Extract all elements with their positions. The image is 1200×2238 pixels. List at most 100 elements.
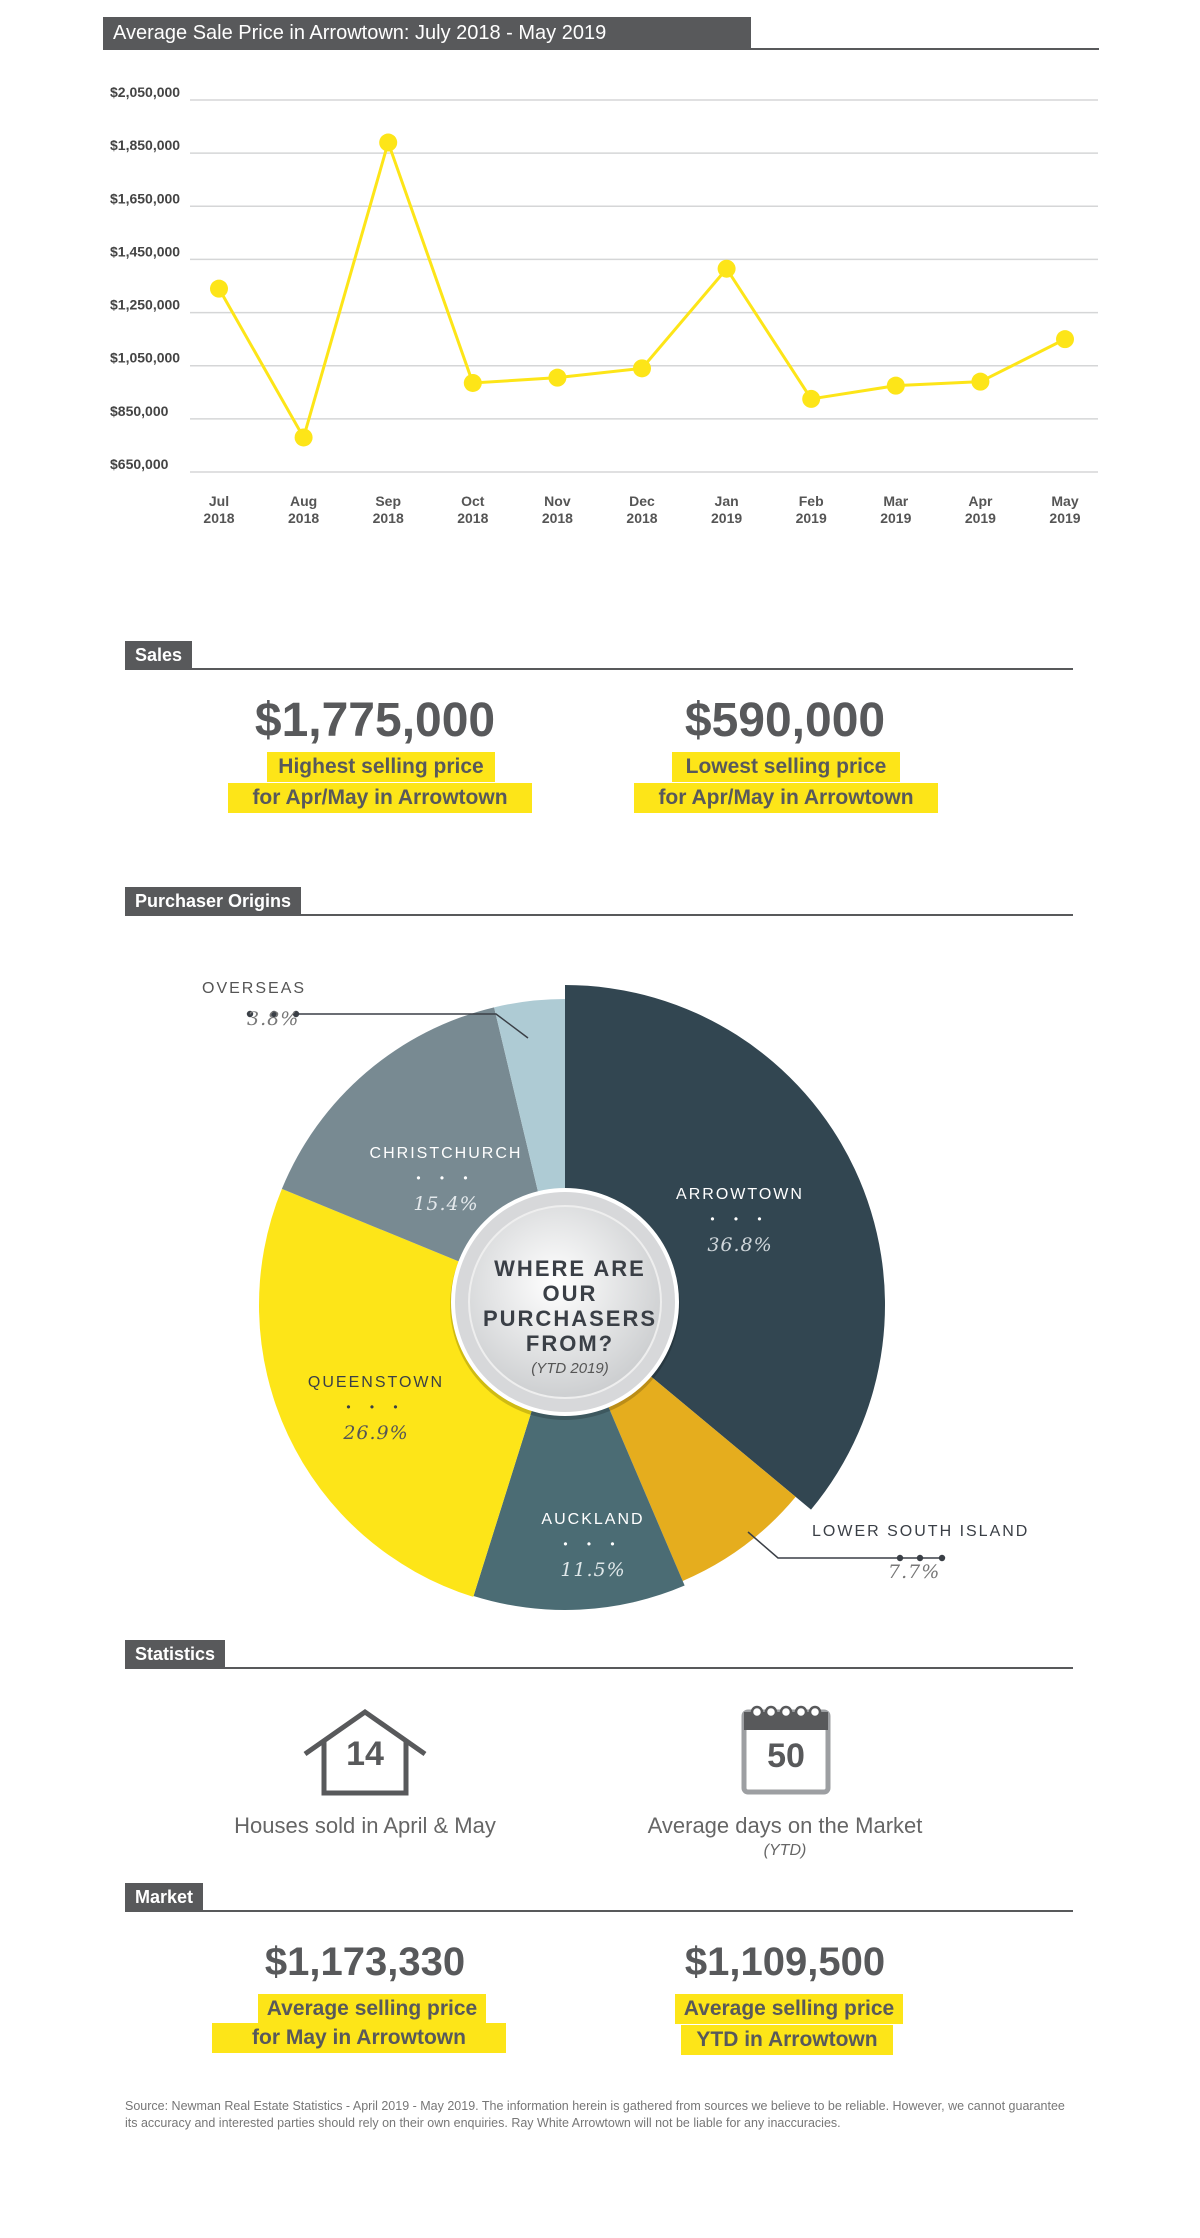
pie-label-overseas-name: OVERSEAS <box>202 980 307 997</box>
y-tick-label: $1,650,000 <box>110 190 180 206</box>
house-icon <box>303 1708 427 1796</box>
highest-price-value: $1,775,000 <box>254 694 496 747</box>
leader-dot <box>938 1554 946 1562</box>
pie-label-lower-south-island-pct: 7.7% <box>888 1561 941 1583</box>
avg-ytd-label-2: YTD in Arrowtown <box>681 2025 893 2055</box>
x-tick-label: 2019 <box>880 510 911 526</box>
data-point <box>294 428 313 447</box>
pie-label-queenstown-name: QUEENSTOWN <box>307 1374 445 1391</box>
section-rule-statistics <box>125 1667 1073 1669</box>
pie-center-title: WHERE ARE OUR PURCHASERS FROM? <box>482 1256 658 1356</box>
pie-label-queenstown: QUEENSTOWN • • • 26.9% <box>246 1374 506 1444</box>
pie-label-arrowtown-pct: 36.8% <box>707 1234 773 1256</box>
x-tick-label: 2018 <box>288 510 319 526</box>
highest-price-label-1: Highest selling price <box>267 752 495 782</box>
houses-sold-value: 14 <box>346 1735 384 1773</box>
section-rule-sales <box>125 668 1073 670</box>
days-on-market-sub: (YTD) <box>763 1842 807 1859</box>
x-tick-label: May <box>1051 493 1078 509</box>
y-tick-label: $2,050,000 <box>110 84 180 100</box>
pie-slice <box>473 1305 685 1611</box>
x-tick-label: Nov <box>544 493 571 509</box>
x-tick-label: Apr <box>968 493 993 509</box>
pie-label-auckland-name: AUCKLAND <box>541 1511 645 1528</box>
pie-label-auckland-pct: 11.5% <box>560 1559 626 1581</box>
leader-line-lower-south-island <box>747 1531 942 1559</box>
x-tick-label: 2019 <box>1049 510 1080 526</box>
y-tick-label: $1,250,000 <box>110 297 180 313</box>
y-tick-label: $650,000 <box>110 456 169 472</box>
pie-label-queenstown-pct: 26.9% <box>343 1422 409 1444</box>
pie-label-lower-south-island: LOWER SOUTH ISLAND 7.7% <box>812 1523 1042 1583</box>
data-point <box>379 133 398 152</box>
pie-label-christchurch: CHRISTCHURCH • • • 15.4% <box>316 1145 576 1215</box>
data-point <box>633 359 651 378</box>
x-tick-label: 2019 <box>711 510 742 526</box>
pie-label-overseas: OVERSEAS 3.8% <box>202 980 352 1030</box>
pie-label-christchurch-dots: • • • <box>416 1171 476 1185</box>
days-on-market-value: 50 <box>767 1737 805 1775</box>
y-tick-label: $1,450,000 <box>110 243 180 259</box>
pie-center-disc <box>468 1205 662 1399</box>
pie-chart <box>246 985 946 1611</box>
data-point <box>1056 330 1074 349</box>
title-rule <box>103 48 1099 50</box>
leader-line-overseas <box>296 1013 529 1039</box>
leader-dot <box>292 1010 300 1018</box>
pie-label-lower-south-island-name: LOWER SOUTH ISLAND <box>812 1523 1030 1540</box>
x-tick-label: 2019 <box>965 510 996 526</box>
line-chart: $2,050,000 $1,850,000 $1,650,000 $1,450,000… <box>110 84 1098 526</box>
avg-may-value: $1,173,330 <box>264 1940 466 1984</box>
y-tick-label: $850,000 <box>110 403 169 419</box>
pie-label-queenstown-dots: • • • <box>346 1400 406 1414</box>
section-rule-market <box>125 1910 1073 1912</box>
x-tick-label: 2018 <box>457 510 488 526</box>
section-heading-sales: Sales <box>125 641 193 670</box>
x-tick-label: 2019 <box>796 510 827 526</box>
pie-label-christchurch-pct: 15.4% <box>413 1193 479 1215</box>
x-tick-label: 2018 <box>203 510 234 526</box>
data-point <box>971 372 990 391</box>
x-tick-label: Sep <box>375 493 401 509</box>
y-tick-label: $1,050,000 <box>110 350 180 366</box>
lowest-price-value: $590,000 <box>684 694 886 747</box>
leader-dot <box>896 1554 904 1562</box>
pie-center-subtitle: (YTD 2019) <box>531 1360 609 1377</box>
leader-dot <box>916 1554 924 1562</box>
x-tick-label: Aug <box>290 493 317 509</box>
source-footnote: Source: Newman Real Estate Statistics - … <box>125 2099 1065 2130</box>
pie-slice <box>565 985 886 1510</box>
x-tick-label: 2018 <box>542 510 573 526</box>
houses-sold-caption: Houses sold in April & May <box>234 1813 496 1838</box>
data-point <box>463 373 482 392</box>
avg-may-label-1: Average selling price <box>258 1994 486 2024</box>
x-tick-label: 2018 <box>373 510 404 526</box>
chart-title: Average Sale Price in Arrowtown: July 20… <box>103 17 751 49</box>
section-rule-origins <box>125 914 1073 916</box>
pie-label-auckland: AUCKLAND • • • 11.5% <box>463 1511 723 1581</box>
section-heading-statistics: Statistics <box>125 1640 226 1669</box>
highest-price-label-2: for Apr/May in Arrowtown <box>228 783 532 813</box>
pie-label-arrowtown-dots: • • • <box>710 1212 770 1226</box>
data-point <box>717 259 736 278</box>
pie-label-arrowtown-name: ARROWTOWN <box>676 1186 804 1203</box>
lowest-price-label-1: Lowest selling price <box>672 752 900 782</box>
x-tick-label: Mar <box>883 493 908 509</box>
avg-ytd-value: $1,109,500 <box>684 1940 886 1984</box>
leader-dot <box>270 1010 278 1018</box>
data-point <box>802 389 821 408</box>
data-point <box>210 279 228 298</box>
x-tick-label: Feb <box>799 493 824 509</box>
avg-ytd-label-1: Average selling price <box>675 1994 903 2024</box>
y-tick-label: $1,850,000 <box>110 137 180 153</box>
data-point <box>886 376 905 395</box>
section-heading-market: Market <box>125 1883 204 1912</box>
leader-dot <box>246 1010 254 1018</box>
calendar-icon <box>741 1705 831 1795</box>
x-tick-label: Jul <box>209 493 229 509</box>
x-tick-label: Oct <box>461 493 485 509</box>
pie-label-arrowtown: ARROWTOWN • • • 36.8% <box>610 1186 870 1256</box>
pie-label-auckland-dots: • • • <box>563 1537 623 1551</box>
days-on-market-caption: Average days on the Market <box>647 1813 923 1838</box>
section-heading-origins: Purchaser Origins <box>125 887 302 916</box>
